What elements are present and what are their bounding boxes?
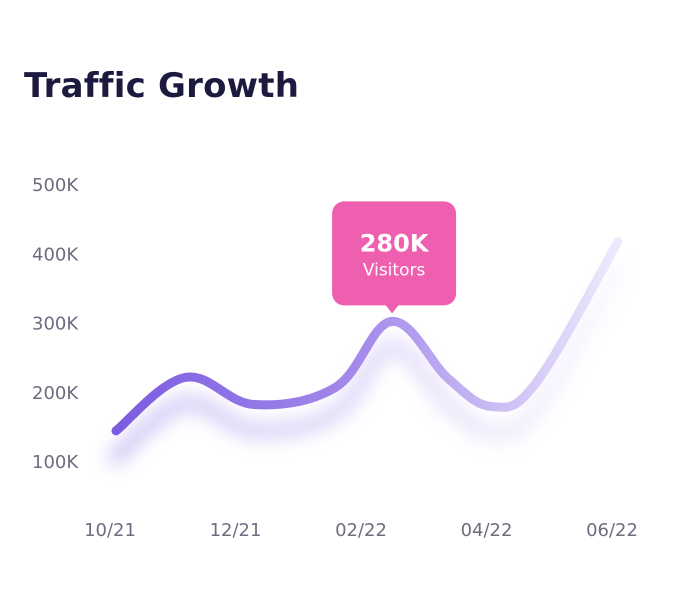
tooltip-label: Visitors bbox=[363, 260, 426, 280]
series-shadow bbox=[108, 259, 626, 465]
x-tick-label: 12/21 bbox=[210, 520, 262, 541]
y-tick-label: 200K bbox=[32, 383, 79, 404]
x-axis: 10/21 12/21 02/22 04/22 06/22 bbox=[84, 520, 638, 541]
y-tick-label: 400K bbox=[32, 244, 79, 265]
y-axis: 100K 200K 300K 400K 500K bbox=[32, 175, 79, 473]
chart-title: Traffic Growth bbox=[24, 66, 300, 106]
y-tick-label: 100K bbox=[32, 452, 79, 473]
x-tick-label: 02/22 bbox=[335, 520, 387, 541]
tooltip: 280K Visitors bbox=[332, 201, 457, 314]
tooltip-box bbox=[332, 201, 457, 306]
y-tick-label: 500K bbox=[32, 175, 79, 196]
tooltip-value: 280K bbox=[360, 229, 430, 257]
y-tick-label: 300K bbox=[32, 314, 79, 335]
tooltip-pointer bbox=[385, 304, 400, 314]
series-line bbox=[111, 237, 623, 436]
x-tick-label: 06/22 bbox=[586, 520, 638, 541]
x-tick-label: 10/21 bbox=[84, 520, 136, 541]
x-tick-label: 04/22 bbox=[461, 520, 513, 541]
series-layer bbox=[108, 237, 626, 465]
